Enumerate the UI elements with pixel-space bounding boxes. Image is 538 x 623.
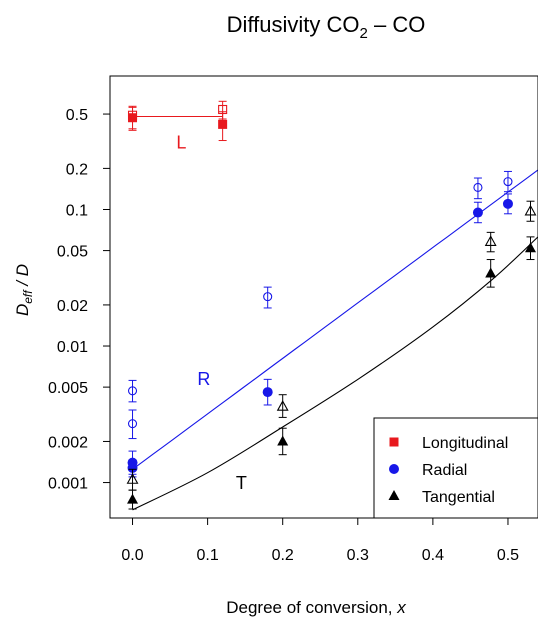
y-tick-label: 0.005 bbox=[48, 380, 88, 397]
y-tick-label: 0.01 bbox=[57, 339, 88, 356]
fit-lines bbox=[132, 115, 538, 511]
tangential-open-point bbox=[484, 235, 497, 246]
longitudinal-filled-point bbox=[128, 113, 138, 123]
tangential-filled-point bbox=[127, 493, 139, 504]
y-axis-label: Deff / D bbox=[13, 264, 35, 316]
legend-marker-longitudinal bbox=[389, 437, 399, 447]
radial-open-point bbox=[127, 419, 138, 429]
x-tick-label: 0.2 bbox=[272, 547, 294, 564]
y-tick-label: 0.2 bbox=[66, 161, 88, 178]
fit-label-t: T bbox=[236, 473, 247, 493]
legend-marker-tangential bbox=[388, 490, 400, 500]
radial-open-point bbox=[503, 177, 513, 187]
legend: Longitudinal Radial Tangential bbox=[373, 417, 538, 519]
radial-open-point bbox=[473, 182, 483, 193]
radial-filled-point bbox=[502, 198, 513, 209]
radial-filled-point bbox=[127, 462, 138, 473]
tangential-filled-point bbox=[277, 435, 289, 446]
legend-box bbox=[373, 417, 538, 519]
legend-marker-radial bbox=[389, 464, 399, 474]
legend-label-tangential: Tangential bbox=[422, 489, 495, 506]
y-tick-label: 0.02 bbox=[57, 298, 88, 315]
y-tick-label: 0.002 bbox=[48, 434, 88, 451]
x-tick-label: 0.5 bbox=[497, 547, 519, 564]
tangential-filled-point bbox=[485, 267, 497, 278]
legend-label-longitudinal: Longitudinal bbox=[422, 435, 508, 452]
tangential-open-point bbox=[524, 204, 537, 216]
radial-open-point bbox=[263, 292, 273, 302]
fit-label-r: R bbox=[197, 369, 210, 389]
x-axis-label: Degree of conversion, x bbox=[226, 598, 406, 617]
legend-label-radial: Radial bbox=[422, 462, 467, 479]
x-tick-label: 0.3 bbox=[347, 547, 369, 564]
fit-line-t bbox=[132, 236, 538, 511]
chart-title: Diffusivity CO2 – CO bbox=[227, 12, 426, 42]
fit-labels: L R T bbox=[176, 132, 247, 492]
y-tick-label: 0.05 bbox=[57, 244, 88, 261]
tangential-open-point bbox=[276, 400, 289, 411]
tangential-filled-point bbox=[524, 242, 536, 253]
tangential-open-point bbox=[126, 473, 139, 484]
x-tick-label: 0.1 bbox=[196, 547, 218, 564]
y-tick-label: 0.001 bbox=[48, 476, 88, 493]
x-tick-label: 0.4 bbox=[422, 547, 444, 564]
radial-filled-point bbox=[472, 207, 483, 218]
fit-line-r bbox=[132, 169, 538, 470]
data-markers bbox=[126, 100, 537, 510]
y-axis: 0.5 0.2 0.1 0.05 0.02 0.01 0.005 0.002 0.001 bbox=[48, 107, 110, 493]
x-tick-label: 0.0 bbox=[121, 547, 143, 564]
radial-open-point bbox=[127, 386, 138, 396]
y-tick-label: 0.5 bbox=[66, 107, 88, 124]
y-tick-label: 0.1 bbox=[66, 202, 88, 219]
fit-label-l: L bbox=[176, 132, 186, 152]
plot-frame bbox=[109, 75, 538, 519]
radial-filled-point bbox=[262, 387, 273, 398]
x-axis: 0.0 0.1 0.2 0.3 0.4 0.5 bbox=[121, 518, 519, 564]
longitudinal-filled-point bbox=[218, 119, 228, 129]
